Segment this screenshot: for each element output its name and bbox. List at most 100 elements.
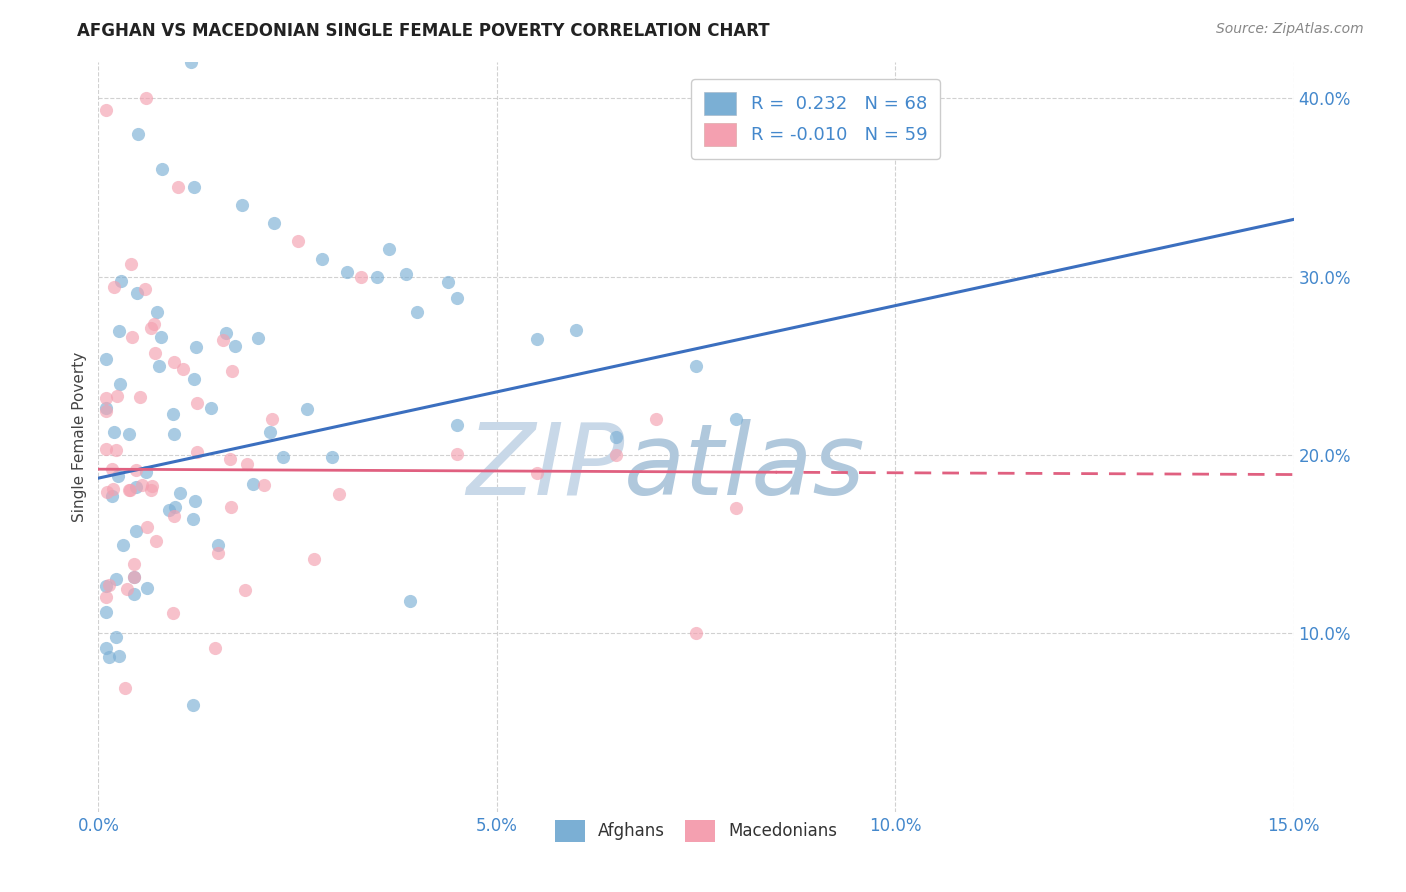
Point bbox=[143, 317, 166, 331]
Point bbox=[350, 269, 373, 284]
Point bbox=[122, 570, 145, 584]
Text: AFGHAN VS MACEDONIAN SINGLE FEMALE POVERTY CORRELATION CHART: AFGHAN VS MACEDONIAN SINGLE FEMALE POVER… bbox=[77, 22, 770, 40]
Point bbox=[446, 447, 468, 461]
Point bbox=[207, 546, 229, 560]
Point bbox=[183, 372, 205, 386]
Point bbox=[167, 180, 190, 194]
Point bbox=[139, 321, 162, 335]
Point bbox=[157, 503, 180, 517]
Point bbox=[295, 402, 318, 417]
Point bbox=[163, 509, 186, 524]
Point bbox=[685, 626, 707, 640]
Point bbox=[96, 605, 118, 619]
Point bbox=[127, 127, 149, 141]
Point bbox=[186, 445, 208, 459]
Point bbox=[724, 501, 747, 516]
Point bbox=[118, 483, 141, 497]
Point bbox=[122, 570, 145, 584]
Point bbox=[259, 425, 281, 439]
Point bbox=[207, 538, 229, 552]
Point bbox=[224, 338, 246, 352]
Point bbox=[134, 282, 156, 296]
Point bbox=[148, 359, 170, 374]
Point bbox=[260, 412, 283, 426]
Point bbox=[125, 524, 148, 538]
Point bbox=[181, 512, 204, 526]
Point bbox=[110, 274, 132, 288]
Point bbox=[181, 698, 204, 712]
Point bbox=[446, 291, 468, 305]
Point bbox=[101, 482, 124, 496]
Point bbox=[200, 401, 222, 416]
Point bbox=[96, 391, 118, 405]
Point bbox=[328, 487, 350, 501]
Point bbox=[103, 425, 125, 440]
Point bbox=[235, 457, 257, 471]
Point bbox=[122, 587, 145, 601]
Point bbox=[273, 450, 295, 465]
Point bbox=[162, 407, 184, 421]
Point bbox=[215, 326, 238, 341]
Point bbox=[122, 558, 145, 572]
Point bbox=[118, 426, 141, 441]
Point bbox=[150, 330, 173, 344]
Point bbox=[246, 331, 269, 345]
Point bbox=[131, 477, 153, 491]
Point bbox=[105, 443, 128, 458]
Point bbox=[125, 479, 148, 493]
Point bbox=[105, 388, 128, 402]
Point bbox=[204, 641, 226, 656]
Point bbox=[724, 412, 747, 426]
Point bbox=[221, 364, 243, 378]
Text: atlas: atlas bbox=[624, 418, 866, 516]
Point bbox=[311, 252, 333, 266]
Point bbox=[169, 486, 191, 500]
Point bbox=[98, 578, 121, 592]
Point bbox=[108, 649, 131, 664]
Point bbox=[253, 477, 276, 491]
Point bbox=[96, 442, 118, 456]
Point bbox=[406, 305, 429, 319]
Point bbox=[107, 469, 129, 483]
Point bbox=[231, 198, 253, 212]
Point bbox=[146, 305, 169, 319]
Point bbox=[233, 582, 256, 597]
Point bbox=[183, 180, 205, 194]
Point bbox=[645, 412, 668, 426]
Point bbox=[163, 355, 186, 369]
Point bbox=[125, 463, 148, 477]
Point bbox=[565, 323, 588, 337]
Point bbox=[186, 396, 208, 410]
Point bbox=[135, 91, 157, 105]
Point bbox=[118, 483, 141, 497]
Point bbox=[242, 477, 264, 491]
Point bbox=[96, 352, 118, 367]
Point bbox=[212, 333, 235, 347]
Y-axis label: Single Female Poverty: Single Female Poverty bbox=[72, 352, 87, 522]
Point bbox=[136, 581, 159, 595]
Point bbox=[103, 280, 125, 294]
Point bbox=[139, 483, 162, 497]
Point bbox=[526, 332, 548, 346]
Point bbox=[96, 590, 118, 604]
Point bbox=[96, 404, 118, 418]
Legend: Afghans, Macedonians: Afghans, Macedonians bbox=[548, 814, 844, 848]
Point bbox=[150, 162, 173, 177]
Point bbox=[143, 346, 166, 360]
Point bbox=[186, 340, 208, 354]
Point bbox=[526, 466, 548, 480]
Point bbox=[100, 462, 122, 476]
Point bbox=[165, 500, 187, 514]
Point bbox=[127, 285, 149, 300]
Point bbox=[218, 452, 240, 467]
Point bbox=[378, 242, 401, 256]
Point bbox=[96, 641, 118, 656]
Point bbox=[96, 484, 118, 499]
Point bbox=[163, 426, 186, 441]
Point bbox=[263, 216, 285, 230]
Point bbox=[287, 234, 309, 248]
Point bbox=[172, 362, 194, 376]
Point bbox=[101, 489, 124, 503]
Point bbox=[136, 520, 159, 534]
Point bbox=[366, 269, 388, 284]
